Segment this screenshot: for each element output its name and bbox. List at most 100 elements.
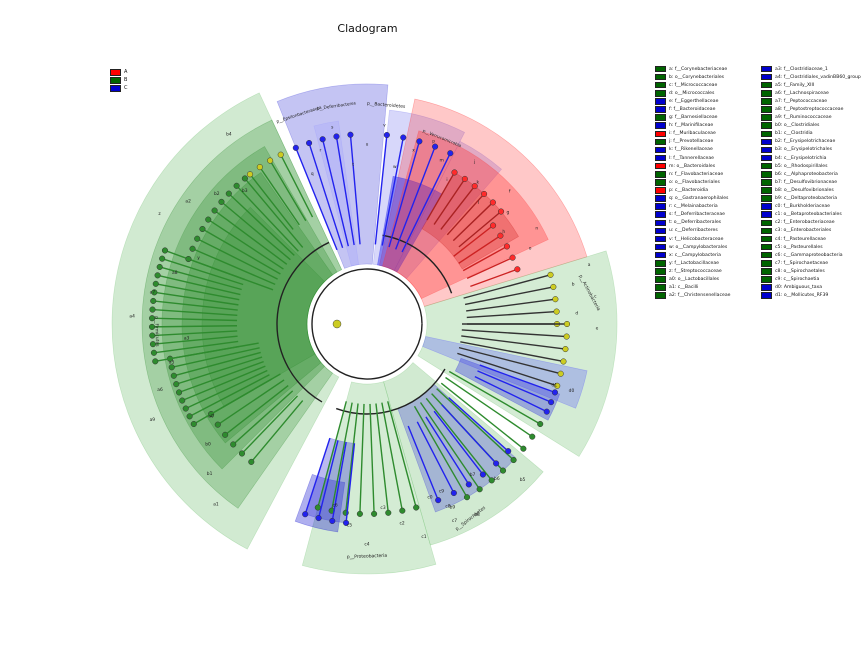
taxa-legend-item: c5: o__Pasteurellales	[761, 243, 861, 251]
firmicutes-branch-node	[190, 420, 197, 428]
firmicutes-yellow	[280, 154, 314, 218]
taxa-legend-item: c: f__Micrococcaceae	[655, 81, 731, 89]
clade-label: c2	[399, 520, 404, 526]
taxa-legend-item: q: o__Gastranaerophilales	[655, 195, 731, 203]
legend-swatch	[761, 203, 772, 210]
firmicutes-branch-node	[185, 255, 192, 263]
clade-label: c1	[421, 534, 426, 540]
taxa-legend-label: b: o__Corynebacteriales	[669, 74, 725, 80]
firmicutes-branch-node	[233, 182, 240, 189]
taxa-legend-item: b8: o__Desulfovibrionales	[761, 186, 861, 194]
taxa-legend-label: b0: o__Clostridiales	[775, 123, 820, 129]
taxa-legend-item: z: f__Streptococcaceae	[655, 267, 731, 275]
taxa-legend-item: a6: f__Lachnospiraceae	[761, 89, 861, 97]
clade-label: a8	[172, 270, 178, 276]
taxa-legend-label: c: f__Micrococcaceae	[669, 82, 718, 88]
phylum-sector-spirochaetes	[383, 362, 544, 546]
taxa-legend-item: c8: o__Spirochaetales	[761, 267, 861, 275]
firmicutes-branch-node	[205, 216, 212, 223]
legend-swatch	[761, 106, 772, 113]
clade-label: c7	[452, 518, 457, 524]
taxa-legend-label: c8: o__Spirochaetales	[775, 268, 825, 274]
taxa-legend-item: b0: o__Clostridiales	[761, 122, 861, 130]
spiro-branch-node	[476, 486, 483, 493]
firmicutes-leaf	[152, 317, 238, 322]
legend-swatch	[655, 235, 666, 243]
taxa-legend-label: i: f__Muribaculaceae	[669, 131, 716, 137]
firmicutes-branch	[202, 228, 281, 275]
epsilon-branch	[335, 136, 355, 246]
legend-swatch	[655, 187, 666, 194]
spiro-branch-node	[463, 494, 471, 501]
firmicutes-branch-node	[214, 421, 221, 428]
firmicutes-branch-node	[241, 175, 248, 182]
proteo-blue-node	[479, 471, 486, 478]
taxa-legend-label: c4: f__Pasteurellaceae	[775, 236, 826, 242]
firmicutes-branch	[196, 238, 278, 280]
firmicutes-leaf	[152, 335, 238, 345]
clade-label: b6	[494, 476, 500, 482]
firmicutes-branch-node	[170, 372, 177, 379]
legend-swatch	[761, 90, 772, 97]
actino-branch-2-node	[562, 346, 569, 353]
legend-swatch	[655, 81, 666, 89]
clade-label: m	[440, 159, 444, 164]
firmicutes-leaf-node	[148, 323, 156, 330]
firmicutes-branch-node	[168, 364, 175, 371]
clade-label: c5	[347, 523, 352, 529]
bacteroidetes-branch-2-node	[503, 243, 510, 250]
legend-swatch	[761, 73, 772, 81]
spiro-branch	[440, 382, 524, 450]
legend-swatch	[655, 260, 666, 267]
firmicutes-branch-node	[179, 397, 186, 404]
taxa-legend-item: j: f__Prevotellaceae	[655, 138, 731, 146]
firmicutes-branch-node	[189, 245, 196, 252]
blue-lower-node	[329, 517, 336, 525]
taxa-legend-item: i: f__Muribaculaceae	[655, 130, 731, 138]
taxa-legend-item: b1: c__Clostridia	[761, 130, 861, 138]
taxa-legend-item: a9: f__Ruminococcaceae	[761, 114, 861, 122]
firmicutes-leaf-node	[150, 349, 157, 356]
taxa-legend-item: e: f__Eggerthellaceae	[655, 97, 731, 105]
taxa-legend-item: d1: o__Mollicutes_RF39	[761, 292, 861, 300]
taxa-legend-label: b5: o__Rhodospirillales	[775, 163, 828, 169]
taxa-legend-label: o: o__Flavobacteriales	[669, 179, 720, 185]
firmicutes-leaf	[161, 257, 244, 286]
taxa-legend-item: s: f__Deferribacteraceae	[655, 211, 731, 219]
clade-label: x	[412, 149, 415, 154]
firmicutes-branch-node	[199, 225, 206, 233]
legend-swatch	[761, 162, 772, 170]
epsilon-branch-node	[319, 136, 326, 143]
firmicutes-branch	[176, 356, 263, 385]
firmicutes-yellow	[249, 173, 294, 230]
taxa-legend-item: t: o__Deferribacterales	[655, 219, 731, 227]
taxa-legend-label: b1: c__Clostridia	[775, 131, 813, 137]
taxa-legend-item: r: c__Melainabacteria	[655, 203, 731, 211]
order-sector	[161, 146, 338, 470]
legend-swatch	[761, 292, 772, 299]
legend-label: A	[124, 69, 128, 75]
clade-label: l	[478, 200, 479, 206]
bacteroidetes-branch-2-node	[514, 266, 521, 273]
legend-swatch	[655, 130, 666, 138]
blue-lower-node	[302, 511, 309, 518]
firmicutes-branch-node	[186, 413, 193, 420]
actino-branch-2-node	[563, 320, 571, 328]
proteo-branch-node	[399, 507, 406, 514]
clade-label: c4	[364, 542, 369, 548]
group-legend-item: A	[110, 68, 128, 76]
blue-branch	[374, 134, 388, 245]
clade-label: f	[509, 189, 511, 195]
blue-branch-node	[447, 150, 454, 157]
actino-branch	[466, 310, 557, 319]
firmicutes-branch	[221, 201, 291, 261]
blue-lower	[345, 443, 356, 523]
legend-swatch	[655, 122, 666, 129]
legend-swatch	[761, 251, 772, 259]
legend-swatch	[655, 114, 666, 121]
legend-swatch	[761, 187, 772, 194]
proteo-branch	[375, 403, 389, 513]
clade-label: g	[506, 210, 509, 215]
taxa-legend-label: b7: f__Desulfovibrionaceae	[775, 179, 838, 185]
actino-branch	[463, 274, 551, 299]
